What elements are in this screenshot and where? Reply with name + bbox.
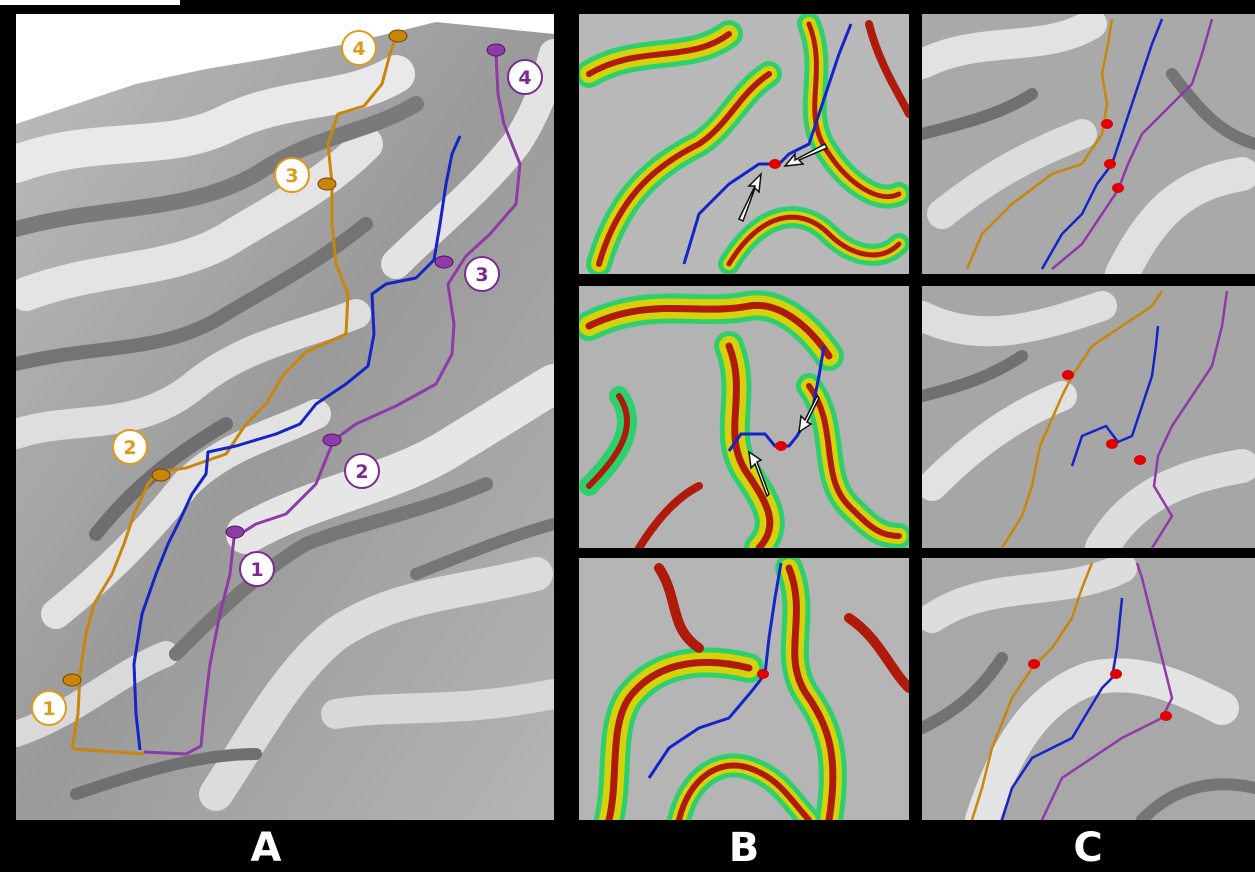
marker-orange-2: 2	[123, 437, 136, 459]
panel-label-a: A	[250, 825, 282, 871]
marker-orange-3: 3	[285, 165, 298, 187]
clipped-caption-strip	[0, 0, 180, 5]
panel-label-b: B	[728, 825, 760, 871]
marker-orange-1: 1	[42, 698, 55, 720]
marker-purple-2: 2	[355, 461, 368, 483]
arrow-icon	[738, 142, 829, 223]
panel-b-bottom-image	[579, 558, 909, 820]
marker-orange-4: 4	[352, 38, 365, 60]
marker-purple-1: 1	[250, 559, 263, 581]
panel-c-top-image	[922, 14, 1255, 274]
marker-purple-4: 4	[518, 67, 531, 89]
panel-b-middle-image	[579, 286, 909, 548]
panel-c-middle-image	[922, 286, 1255, 548]
panel-b-top-image	[579, 14, 909, 274]
panel-a-image: 1 2 3 4 1 2 3 4	[16, 14, 554, 820]
panel-label-c: C	[1073, 825, 1103, 871]
arrow-icon	[748, 394, 820, 498]
marker-purple-3: 3	[475, 264, 488, 286]
panel-c-bottom-image	[922, 558, 1255, 820]
